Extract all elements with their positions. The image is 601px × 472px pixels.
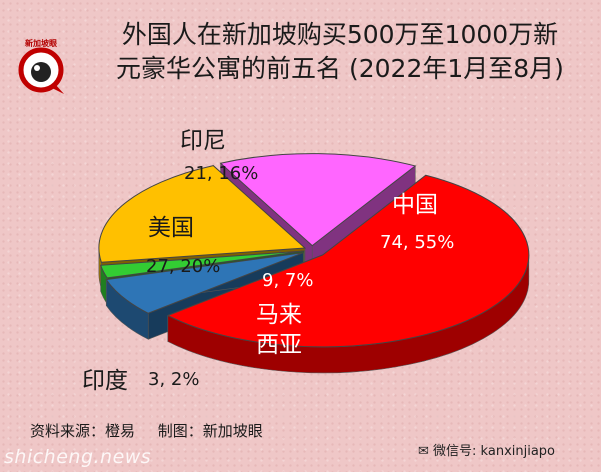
slice-label-4-value: 21, 16% [184,163,259,184]
source-text: 资料来源：橙易 [30,422,136,440]
slice-label-3-name: 美国 [148,215,194,241]
chart-title-line-2: 元豪华公寓的前五名 (2022年1月至8月) [116,54,564,83]
chart-title: 外国人在新加坡购买500万至1000万新 元豪华公寓的前五名 (2022年1月至… [90,18,590,86]
slice-label-1-name: 马来 西亚 [256,302,302,358]
footer: 资料来源：橙易 制图：新加坡眼 [30,420,281,441]
slice-label-0-name: 中国 [392,192,438,218]
wechat-icon: ✉ [418,444,429,459]
pie-slice-1-top [105,252,304,314]
pie-slice-3-top [98,165,307,263]
pie-slice-tops [98,153,530,348]
slice-label-1-value: 9, 7% [262,270,314,291]
pie-slice-2-top [100,250,305,279]
pie-slice-4-top [219,153,417,247]
slice-label-0-value: 74, 55% [380,232,455,253]
slice-label-4-name: 印尼 [180,128,226,154]
chart-title-line-1: 外国人在新加坡购买500万至1000万新 [121,20,559,49]
watermark: shicheng.news [4,446,152,468]
eye-logo-icon [18,47,64,94]
wechat-id: ✉ 微信号: kanxinjiapo [418,444,556,459]
pie-slice-0-top [166,174,530,348]
logo-text: 新加坡眼 [25,39,57,48]
slice-label-3-value: 27, 20% [146,256,221,277]
slice-label-2-value: 3, 2% [148,369,200,390]
slice-label-2-name: 印度 [82,368,128,394]
made-by-text: 制图：新加坡眼 [157,422,263,440]
